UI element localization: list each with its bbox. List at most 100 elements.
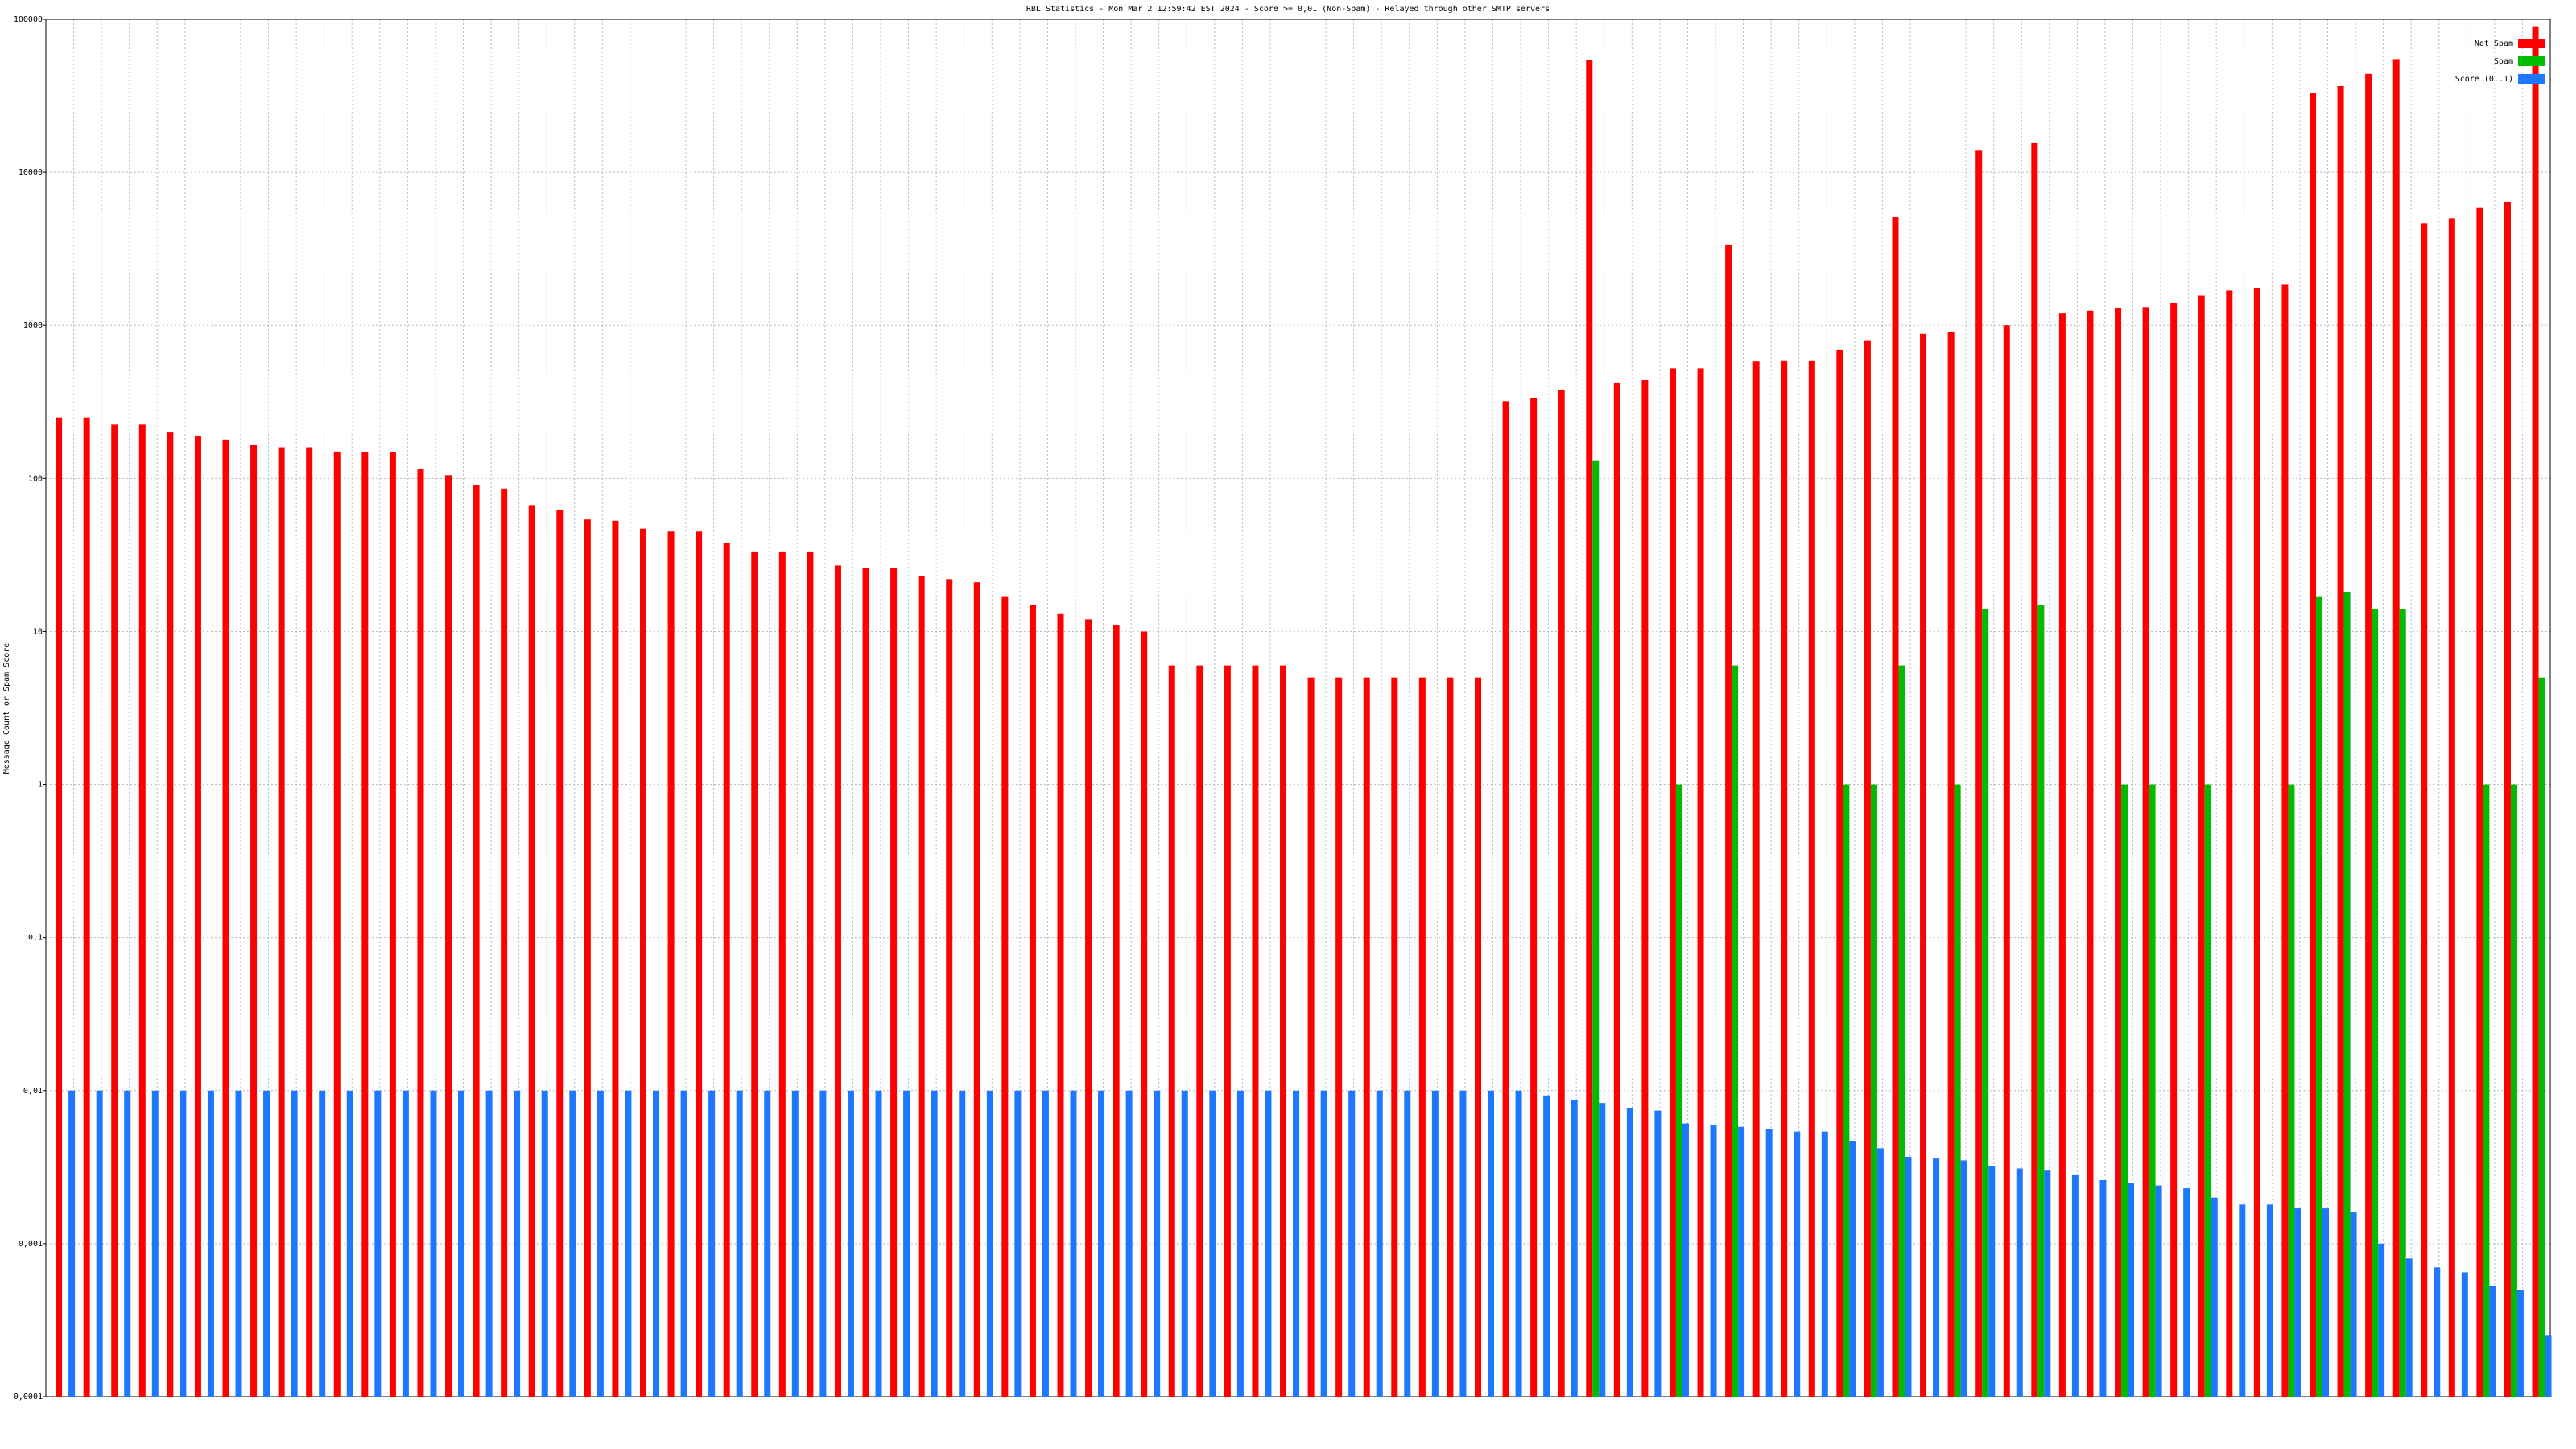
bar: [1898, 665, 1905, 1397]
bar: [2115, 308, 2122, 1397]
bar: [2226, 290, 2233, 1397]
bar: [2003, 325, 2010, 1397]
bar: [1849, 1141, 1856, 1397]
bar: [2155, 1185, 2162, 1397]
y-tick-label: 0,1: [28, 934, 43, 943]
bar: [807, 551, 814, 1397]
legend-swatch: [2518, 39, 2545, 48]
bar: [584, 519, 591, 1397]
bar: [2434, 1267, 2441, 1397]
bar: [2071, 1174, 2079, 1397]
bar: [2399, 609, 2406, 1397]
bar: [2149, 784, 2156, 1397]
y-axis-label: Message Count or Spam Score: [2, 643, 11, 774]
y-tick-label: 0,0001: [14, 1393, 43, 1402]
bar: [1459, 1090, 1467, 1397]
bar: [1070, 1090, 1077, 1397]
bar: [2183, 1188, 2190, 1397]
bar: [1669, 368, 1676, 1397]
bar: [430, 1090, 437, 1397]
y-tick-label: 0,001: [19, 1240, 43, 1249]
bar: [2378, 1243, 2385, 1397]
bar: [445, 475, 452, 1397]
bar: [751, 551, 758, 1397]
bar: [1571, 1100, 1578, 1397]
bar: [1960, 1160, 1967, 1397]
bar: [207, 1090, 214, 1397]
bar: [2343, 592, 2351, 1397]
y-tick-label: 1: [38, 781, 43, 790]
bar: [250, 444, 258, 1397]
bar: [723, 543, 730, 1397]
bar: [2037, 604, 2045, 1397]
bar: [1732, 665, 1739, 1397]
bar: [541, 1090, 548, 1397]
bar: [2476, 207, 2483, 1397]
bar: [2058, 313, 2066, 1397]
bar: [124, 1090, 131, 1397]
bar: [819, 1090, 827, 1397]
bar: [2421, 223, 2428, 1397]
bar: [1543, 1095, 1550, 1397]
bar: [458, 1090, 465, 1397]
bar: [890, 568, 898, 1397]
bar: [625, 1090, 632, 1397]
bar: [1843, 784, 1850, 1397]
bar: [2372, 609, 2379, 1397]
bar: [2204, 784, 2211, 1397]
bar: [235, 1090, 242, 1397]
bar: [2504, 201, 2511, 1397]
bar: [847, 1090, 854, 1397]
bar: [1363, 677, 1370, 1397]
bar: [1892, 217, 1899, 1397]
bar: [2288, 784, 2295, 1397]
bar: [1307, 677, 1315, 1397]
bar: [1113, 625, 1120, 1397]
bar: [96, 1090, 103, 1397]
bar: [501, 488, 508, 1397]
bar: [708, 1090, 716, 1397]
bar: [2489, 1286, 2496, 1397]
bar: [68, 1090, 76, 1397]
bar: [194, 436, 201, 1397]
bar: [918, 576, 925, 1397]
bar: [834, 565, 841, 1397]
bar: [1502, 401, 1509, 1397]
bar: [569, 1090, 576, 1397]
bar: [2516, 1290, 2524, 1397]
y-tick-label: 0,01: [23, 1087, 43, 1096]
bar: [2365, 73, 2372, 1397]
bar: [1168, 665, 1175, 1397]
bar: [2448, 218, 2455, 1397]
bar: [1864, 340, 1871, 1397]
bar: [417, 469, 424, 1397]
legend-label: Not Spam: [2475, 39, 2513, 48]
bar: [2538, 677, 2545, 1397]
bar: [959, 1090, 966, 1397]
bar: [2239, 1204, 2246, 1397]
bar: [361, 452, 369, 1397]
bar: [1794, 1131, 1801, 1397]
bar: [2253, 288, 2260, 1397]
bar: [1085, 619, 1092, 1397]
bar: [680, 1090, 687, 1397]
bar: [2121, 784, 2128, 1397]
bar: [652, 1090, 659, 1397]
bar: [1224, 665, 1231, 1397]
bar: [1487, 1090, 1494, 1397]
bar: [736, 1090, 743, 1397]
bar: [1738, 1126, 1745, 1397]
bar: [1975, 150, 1983, 1397]
bar: [946, 579, 953, 1397]
bar: [764, 1090, 771, 1397]
bar: [473, 485, 480, 1397]
bar: [2128, 1183, 2135, 1397]
bar: [597, 1090, 604, 1397]
bar: [1474, 677, 1481, 1397]
bar: [1682, 1123, 1689, 1397]
bar: [1057, 613, 1064, 1397]
bar: [180, 1090, 187, 1397]
bar: [2337, 85, 2344, 1397]
bar: [1042, 1090, 1049, 1397]
